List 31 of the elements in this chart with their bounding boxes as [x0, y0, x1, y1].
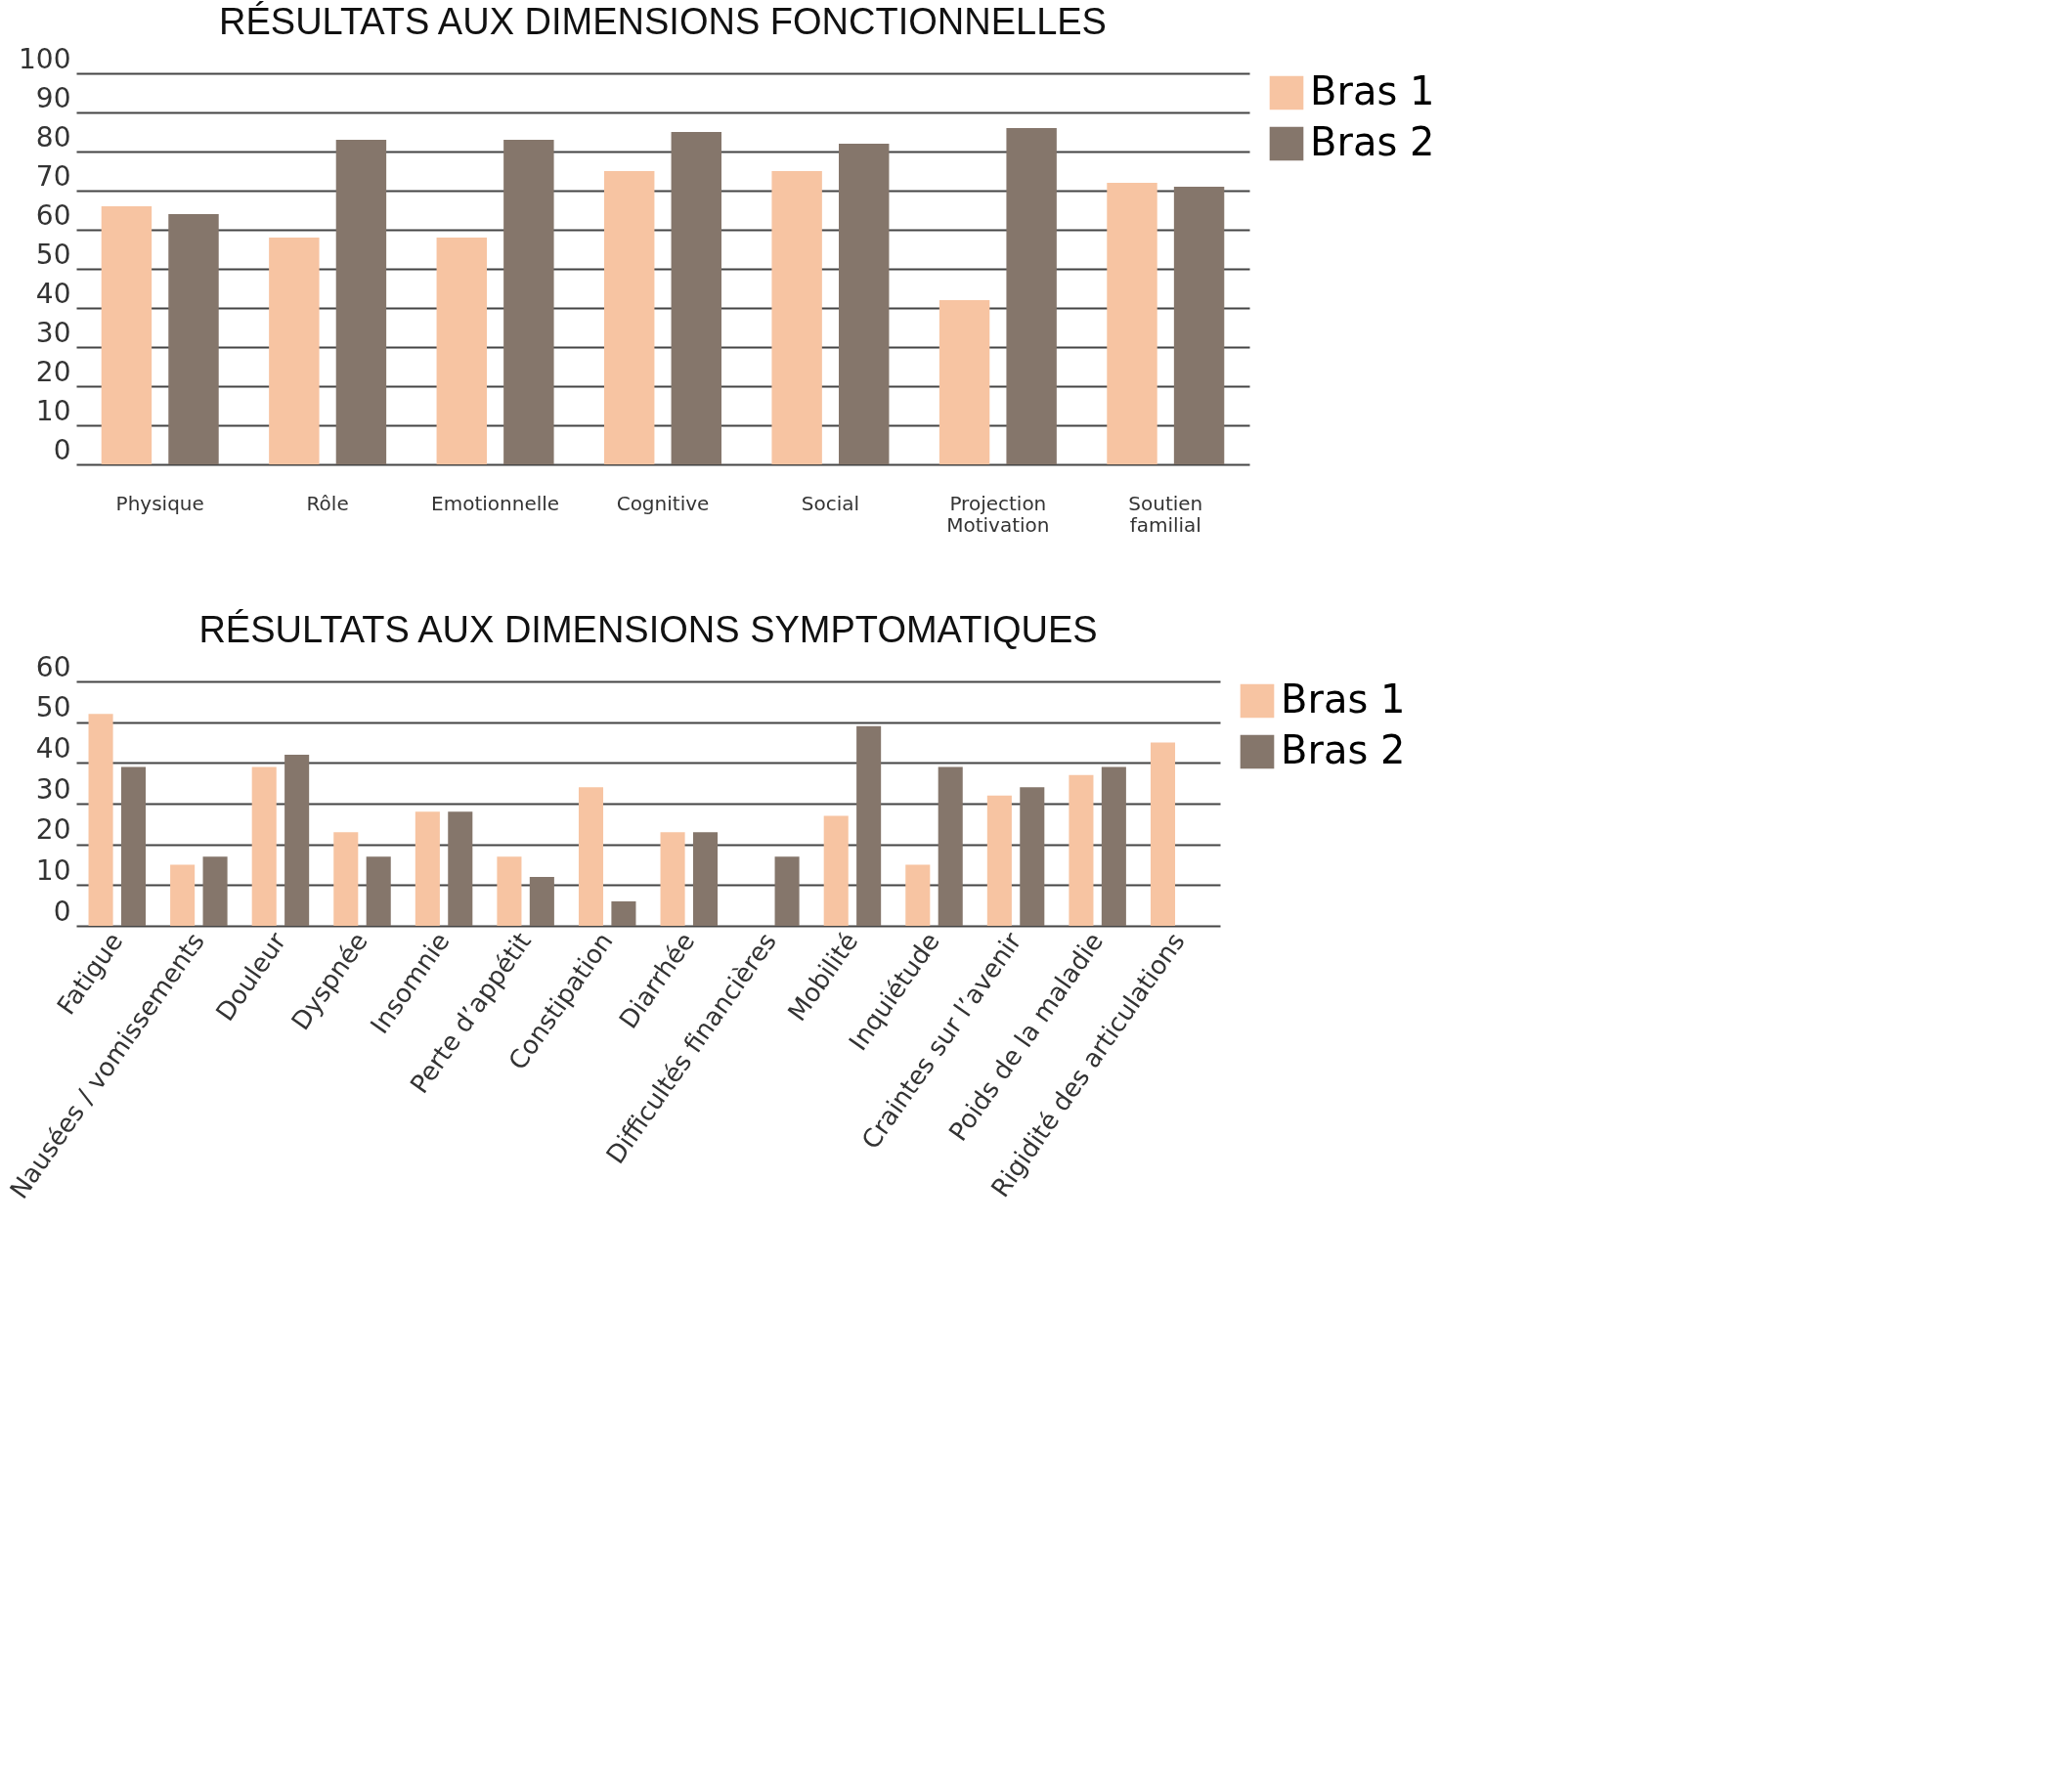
y-tick-label: 90: [35, 81, 71, 114]
y-tick-label: 50: [35, 238, 71, 271]
x-tick-label: Cognitive: [616, 491, 710, 515]
x-tick-label: Soutien familial: [1128, 491, 1203, 537]
legend-label: Bras 1: [1310, 68, 1435, 113]
legend-label: Bras 2: [1281, 727, 1406, 772]
legend-label: Bras 2: [1310, 119, 1435, 164]
y-tick-label: 0: [53, 433, 71, 466]
y-tick-label: 20: [35, 813, 71, 847]
y-tick-label: 70: [35, 159, 71, 193]
legend-label: Bras 1: [1281, 677, 1406, 721]
x-tick-label: Rôle: [306, 491, 349, 515]
x-tick-label: Emotionnelle: [431, 491, 560, 515]
y-tick-label: 60: [35, 650, 71, 683]
y-tick-label: 0: [53, 895, 71, 928]
y-tick-label: 40: [35, 731, 71, 765]
x-tick-label: Projection Motivation: [946, 491, 1050, 537]
x-tick-label: Social: [801, 491, 860, 515]
x-tick-label: Physique: [115, 491, 204, 515]
y-tick-label: 50: [35, 691, 71, 724]
y-tick-label: 80: [35, 120, 71, 153]
y-tick-label: 20: [35, 355, 71, 388]
y-tick-label: 10: [35, 394, 71, 427]
y-tick-label: 40: [35, 277, 71, 310]
chart-title: RÉSULTATS AUX DIMENSIONS SYMPTOMATIQUES: [198, 609, 1098, 650]
chart-title: RÉSULTATS AUX DIMENSIONS FONCTIONNELLES: [219, 1, 1107, 42]
y-tick-label: 100: [19, 42, 71, 75]
y-tick-label: 60: [35, 198, 71, 232]
y-tick-label: 10: [35, 853, 71, 887]
y-tick-label: 30: [35, 772, 71, 806]
y-tick-label: 30: [35, 316, 71, 349]
